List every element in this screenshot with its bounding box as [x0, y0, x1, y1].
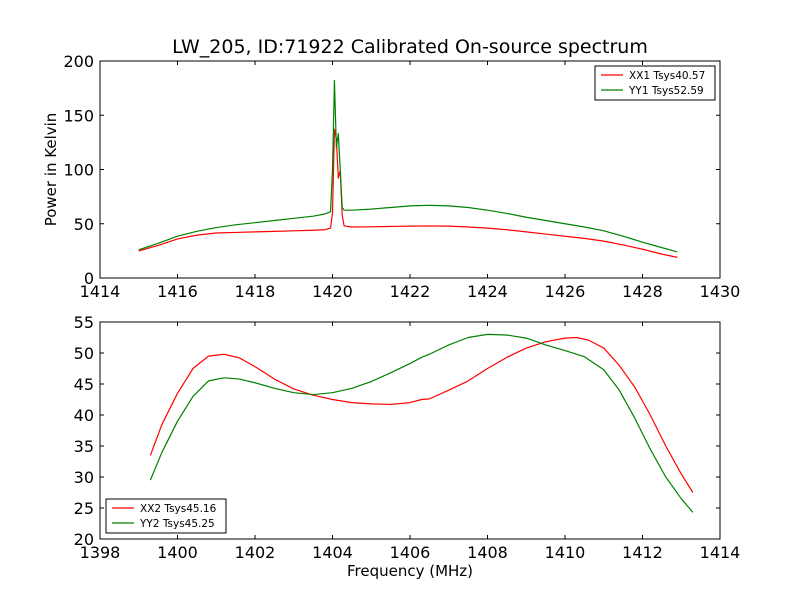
series-line-2 — [138, 79, 678, 253]
x-tick-label: 1412 — [622, 543, 663, 562]
x-axis-label: Frequency (MHz) — [347, 562, 473, 580]
x-tick-label: 1408 — [467, 543, 508, 562]
y-tick-label: 45 — [74, 375, 94, 394]
legend-label: YY2 Tsys45.25 — [139, 518, 215, 530]
legend-label: XX2 Tsys45.16 — [140, 503, 217, 515]
y-tick-label: 55 — [74, 313, 94, 332]
x-tick-label: 1398 — [80, 543, 121, 562]
legend-label: YY1 Tsys52.59 — [628, 85, 704, 97]
chart-panel-1: 1414 1416 1418 1420 1422 1424 1426 1428 1430 0 50 1… — [42, 36, 740, 301]
x-tick-label: 1404 — [312, 543, 353, 562]
y-tick-label: 40 — [74, 406, 94, 425]
x-tick-label: 1426 — [545, 282, 586, 301]
x-tick-label: 1428 — [622, 282, 663, 301]
x-tick-label: 1410 — [545, 543, 586, 562]
x-tick-label: 1406 — [390, 543, 431, 562]
legend-box — [105, 498, 227, 534]
y-tick-label: 200 — [63, 52, 94, 71]
x-tick-label: 1414 — [700, 543, 741, 562]
x-tick-label: 1430 — [700, 282, 741, 301]
y-tick-label: 100 — [63, 161, 94, 180]
series-lines — [138, 79, 678, 258]
x-tick-label: 1414 — [80, 282, 121, 301]
legend: XX2 Tsys45.16 YY2 Tsys45.25 — [105, 498, 227, 534]
y-tick-label: 50 — [74, 344, 94, 363]
chart-panel-2: 1398 1400 1402 1404 1406 1408 1410 1412 1414 20 25… — [74, 313, 741, 580]
series-line-1 — [149, 336, 694, 493]
x-tick-label: 1416 — [157, 282, 198, 301]
y-tick-label: 30 — [74, 468, 94, 487]
series-line-1 — [138, 128, 678, 258]
series-line-2 — [149, 333, 694, 513]
x-tick-label: 1422 — [390, 282, 431, 301]
y-tick-label: 35 — [74, 437, 94, 456]
y-tick-label: 0 — [84, 269, 94, 288]
y-tick-label: 20 — [74, 530, 94, 549]
y-tick-label: 25 — [74, 499, 94, 518]
series-lines — [149, 333, 694, 513]
x-tick-label: 1418 — [235, 282, 276, 301]
legend: XX1 Tsys40.57 YY1 Tsys52.59 — [594, 65, 716, 101]
chart-title: LW_205, ID:71922 Calibrated On-source sp… — [172, 36, 648, 58]
x-tick-label: 1424 — [467, 282, 508, 301]
x-tick-label: 1420 — [312, 282, 353, 301]
legend-label: XX1 Tsys40.57 — [629, 70, 705, 82]
x-tick-label: 1400 — [157, 543, 198, 562]
x-tick-label: 1402 — [235, 543, 276, 562]
y-tick-label: 150 — [63, 106, 94, 125]
y-axis-label: Power in Kelvin — [42, 113, 60, 227]
legend-box — [594, 65, 716, 101]
y-tick-label: 50 — [74, 215, 94, 234]
